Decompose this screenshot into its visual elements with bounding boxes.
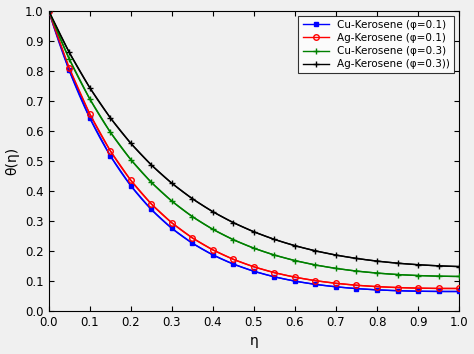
Cu-Kerosene (φ=0.3) xyxy=(272,253,277,257)
Line: Ag-Kerosene (φ=0.3)): Ag-Kerosene (φ=0.3)) xyxy=(45,7,463,270)
Cu-Kerosene (φ=0.3) xyxy=(190,215,195,219)
Cu-Kerosene (φ=0.1) xyxy=(292,279,298,283)
Cu-Kerosene (φ=0.1) xyxy=(128,183,134,188)
Ag-Kerosene (φ=0.1) xyxy=(395,285,401,290)
Line: Cu-Kerosene (φ=0.1): Cu-Kerosene (φ=0.1) xyxy=(46,8,461,293)
Ag-Kerosene (φ=0.1) xyxy=(46,8,52,13)
Cu-Kerosene (φ=0.1) xyxy=(374,288,380,292)
Ag-Kerosene (φ=0.3)) xyxy=(292,244,298,248)
Ag-Kerosene (φ=0.3)) xyxy=(415,263,421,267)
Cu-Kerosene (φ=0.3) xyxy=(251,246,257,250)
Cu-Kerosene (φ=0.1) xyxy=(46,8,52,13)
Ag-Kerosene (φ=0.3)) xyxy=(169,181,174,185)
Line: Cu-Kerosene (φ=0.3): Cu-Kerosene (φ=0.3) xyxy=(45,7,463,280)
Ag-Kerosene (φ=0.1) xyxy=(87,112,92,116)
Cu-Kerosene (φ=0.1) xyxy=(395,289,401,293)
Cu-Kerosene (φ=0.3) xyxy=(87,97,92,101)
Ag-Kerosene (φ=0.1) xyxy=(354,283,359,287)
Ag-Kerosene (φ=0.1) xyxy=(169,221,174,225)
Cu-Kerosene (φ=0.3) xyxy=(374,271,380,275)
Ag-Kerosene (φ=0.1) xyxy=(251,265,257,269)
Cu-Kerosene (φ=0.1) xyxy=(107,154,113,158)
Cu-Kerosene (φ=0.1) xyxy=(272,275,277,279)
X-axis label: η: η xyxy=(249,335,258,348)
Ag-Kerosene (φ=0.3)) xyxy=(148,163,154,167)
Cu-Kerosene (φ=0.1) xyxy=(312,282,318,286)
Cu-Kerosene (φ=0.3) xyxy=(148,180,154,184)
Ag-Kerosene (φ=0.3)) xyxy=(230,221,236,225)
Cu-Kerosene (φ=0.3) xyxy=(395,273,401,277)
Cu-Kerosene (φ=0.3) xyxy=(230,238,236,242)
Line: Ag-Kerosene (φ=0.1): Ag-Kerosene (φ=0.1) xyxy=(46,8,462,291)
Cu-Kerosene (φ=0.1) xyxy=(436,289,441,293)
Cu-Kerosene (φ=0.1) xyxy=(87,116,92,120)
Ag-Kerosene (φ=0.1) xyxy=(107,148,113,153)
Cu-Kerosene (φ=0.1) xyxy=(415,289,421,293)
Cu-Kerosene (φ=0.1) xyxy=(190,241,195,245)
Cu-Kerosene (φ=0.1) xyxy=(169,226,174,230)
Cu-Kerosene (φ=0.3) xyxy=(210,227,216,232)
Ag-Kerosene (φ=0.3)) xyxy=(66,50,72,54)
Cu-Kerosene (φ=0.3) xyxy=(107,130,113,134)
Ag-Kerosene (φ=0.1) xyxy=(292,275,298,279)
Cu-Kerosene (φ=0.3) xyxy=(292,258,298,263)
Cu-Kerosene (φ=0.1) xyxy=(148,207,154,212)
Cu-Kerosene (φ=0.3) xyxy=(169,199,174,203)
Ag-Kerosene (φ=0.3)) xyxy=(272,237,277,241)
Ag-Kerosene (φ=0.1) xyxy=(436,286,441,291)
Cu-Kerosene (φ=0.1) xyxy=(354,286,359,291)
Ag-Kerosene (φ=0.3)) xyxy=(46,8,52,13)
Ag-Kerosene (φ=0.1) xyxy=(415,286,421,290)
Cu-Kerosene (φ=0.1) xyxy=(230,262,236,266)
Cu-Kerosene (φ=0.3) xyxy=(66,57,72,61)
Ag-Kerosene (φ=0.3)) xyxy=(128,141,134,145)
Y-axis label: θ(η): θ(η) xyxy=(6,147,19,175)
Ag-Kerosene (φ=0.3)) xyxy=(190,196,195,201)
Cu-Kerosene (φ=0.3) xyxy=(456,274,462,279)
Ag-Kerosene (φ=0.1) xyxy=(456,286,462,291)
Ag-Kerosene (φ=0.3)) xyxy=(456,264,462,269)
Ag-Kerosene (φ=0.3)) xyxy=(374,259,380,263)
Ag-Kerosene (φ=0.3)) xyxy=(312,249,318,253)
Ag-Kerosene (φ=0.1) xyxy=(190,236,195,240)
Ag-Kerosene (φ=0.1) xyxy=(66,65,72,70)
Cu-Kerosene (φ=0.1) xyxy=(333,285,339,289)
Cu-Kerosene (φ=0.3) xyxy=(46,8,52,13)
Ag-Kerosene (φ=0.1) xyxy=(333,281,339,285)
Ag-Kerosene (φ=0.1) xyxy=(272,270,277,275)
Ag-Kerosene (φ=0.1) xyxy=(312,279,318,283)
Ag-Kerosene (φ=0.1) xyxy=(128,178,134,182)
Ag-Kerosene (φ=0.3)) xyxy=(251,230,257,234)
Legend: Cu-Kerosene (φ=0.1), Ag-Kerosene (φ=0.1), Cu-Kerosene (φ=0.3), Ag-Kerosene (φ=0.: Cu-Kerosene (φ=0.1), Ag-Kerosene (φ=0.1)… xyxy=(298,16,454,74)
Ag-Kerosene (φ=0.3)) xyxy=(107,115,113,120)
Cu-Kerosene (φ=0.3) xyxy=(436,274,441,278)
Cu-Kerosene (φ=0.3) xyxy=(333,266,339,270)
Ag-Kerosene (φ=0.1) xyxy=(374,285,380,289)
Ag-Kerosene (φ=0.1) xyxy=(230,257,236,262)
Cu-Kerosene (φ=0.3) xyxy=(415,273,421,278)
Ag-Kerosene (φ=0.3)) xyxy=(354,256,359,261)
Cu-Kerosene (φ=0.3) xyxy=(128,158,134,162)
Cu-Kerosene (φ=0.3) xyxy=(354,269,359,273)
Ag-Kerosene (φ=0.1) xyxy=(148,202,154,206)
Cu-Kerosene (φ=0.3) xyxy=(312,263,318,267)
Cu-Kerosene (φ=0.1) xyxy=(66,68,72,73)
Ag-Kerosene (φ=0.3)) xyxy=(333,253,339,257)
Cu-Kerosene (φ=0.1) xyxy=(456,289,462,293)
Ag-Kerosene (φ=0.1) xyxy=(210,248,216,252)
Ag-Kerosene (φ=0.3)) xyxy=(87,85,92,90)
Cu-Kerosene (φ=0.1) xyxy=(210,253,216,257)
Ag-Kerosene (φ=0.3)) xyxy=(395,261,401,265)
Ag-Kerosene (φ=0.3)) xyxy=(210,210,216,214)
Ag-Kerosene (φ=0.3)) xyxy=(436,264,441,268)
Cu-Kerosene (φ=0.1) xyxy=(251,269,257,273)
